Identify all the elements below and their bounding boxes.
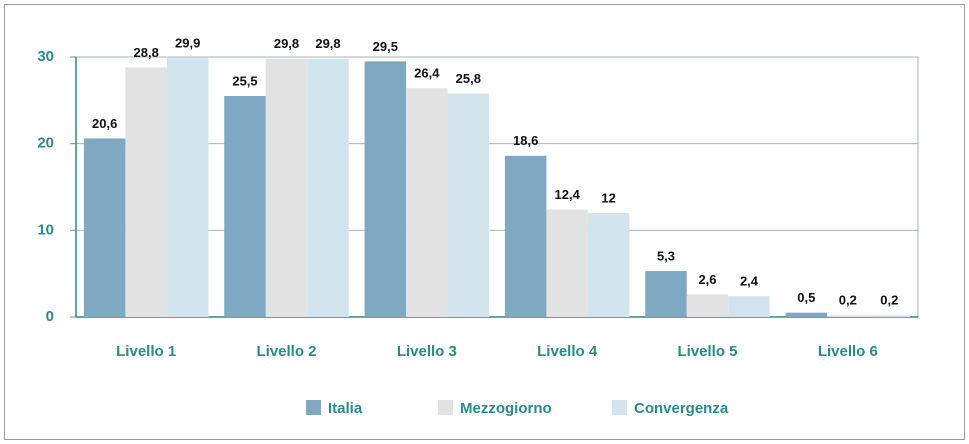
bar (645, 271, 687, 317)
x-tick-label: Livello 6 (818, 343, 878, 360)
data-label: 20,6 (92, 116, 117, 131)
bar (827, 315, 869, 317)
data-label: 26,4 (414, 66, 440, 81)
bar (307, 58, 349, 317)
legend-label: Mezzogiorno (460, 400, 552, 417)
legend-label: Italia (328, 400, 363, 417)
y-tick-label: 0 (46, 308, 54, 325)
bar (83, 138, 126, 317)
bar (125, 67, 167, 318)
bar (364, 61, 407, 318)
x-tick-label: Livello 5 (677, 343, 737, 360)
data-label: 18,6 (513, 133, 538, 148)
bar (868, 315, 911, 317)
bar (587, 213, 630, 317)
data-label: 25,8 (456, 71, 481, 86)
y-tick-label: 10 (37, 221, 54, 238)
bar (406, 88, 448, 317)
data-label: 2,4 (740, 274, 759, 289)
data-label: 28,8 (134, 45, 159, 60)
y-tick-label: 30 (37, 48, 54, 65)
x-tick-label: Livello 2 (256, 343, 316, 360)
x-tick-label: Livello 4 (537, 343, 598, 360)
legend-label: Convergenza (634, 400, 729, 417)
bar (728, 296, 770, 317)
legend-swatch (612, 400, 627, 415)
bar (265, 58, 308, 317)
x-tick-label: Livello 3 (397, 343, 457, 360)
data-label: 29,9 (175, 35, 200, 50)
data-label: 2,6 (698, 272, 716, 287)
data-label: 0,5 (797, 290, 815, 305)
bar (166, 57, 209, 317)
bar (447, 93, 490, 318)
legend-swatch (438, 400, 453, 415)
bar (224, 96, 266, 317)
data-label: 5,3 (657, 249, 675, 264)
bar (686, 294, 729, 317)
data-label: 29,5 (373, 39, 398, 54)
data-label: 12 (601, 190, 615, 205)
data-label: 0,2 (839, 293, 857, 308)
bar (546, 209, 588, 317)
data-label: 25,5 (232, 73, 257, 88)
data-label: 29,8 (315, 36, 340, 51)
data-label: 0,2 (880, 293, 898, 308)
data-label: 12,4 (555, 187, 581, 202)
data-label: 29,8 (274, 36, 299, 51)
bar (504, 155, 547, 317)
bar (785, 312, 828, 317)
legend-swatch (306, 400, 321, 415)
x-tick-label: Livello 1 (116, 343, 176, 360)
y-tick-label: 20 (37, 135, 54, 152)
